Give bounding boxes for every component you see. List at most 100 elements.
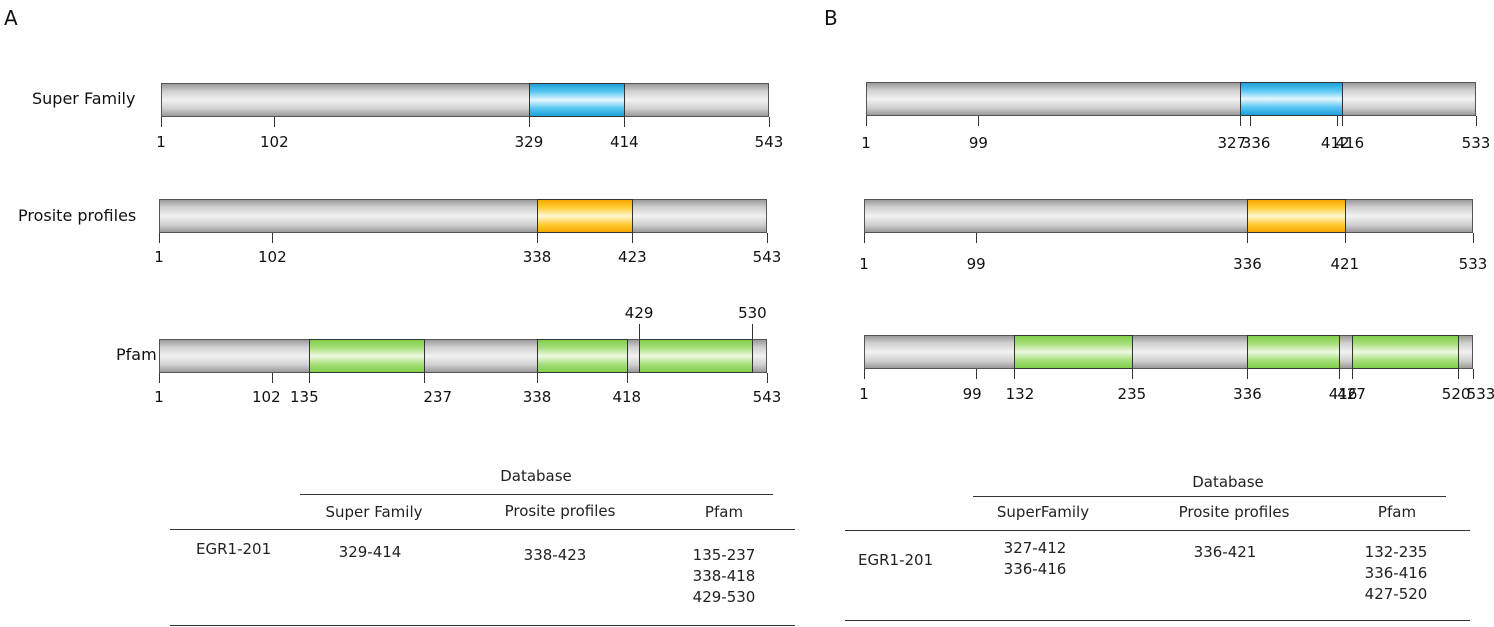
tick-a-2-543 — [767, 373, 768, 383]
tick-label-a-1-1: 1 — [154, 248, 164, 266]
table-b-cell-line: 336-416 — [1003, 560, 1067, 578]
table-b-col-pfam: Pfam — [1377, 503, 1417, 521]
table-a-cell-super-family: 329-414 — [339, 542, 402, 563]
tick-label-a-1-543: 543 — [752, 248, 782, 266]
table-a-cell-line: 329-414 — [338, 543, 402, 561]
table-b-col-prosite: Prosite profiles — [1178, 503, 1290, 521]
tick-b-0-412 — [1337, 116, 1339, 126]
tick-above-a-2-530 — [752, 324, 754, 339]
tick-label-a-1-102: 102 — [257, 248, 287, 266]
tick-label-b-1-336: 336 — [1233, 255, 1262, 273]
domain-a-1-0 — [537, 199, 634, 233]
table-b-row-label: EGR1-201 — [858, 551, 934, 569]
table-b-cell-prosite: 336-421 — [1194, 542, 1257, 563]
table-a-group-header: Database — [500, 467, 572, 485]
domain-b-2-0 — [1013, 335, 1133, 369]
tick-a-0-1 — [161, 117, 162, 127]
tick-b-1-1 — [864, 233, 865, 243]
tick-label-a-2-338: 338 — [522, 388, 552, 406]
tick-label-above-a-2-429: 429 — [624, 304, 654, 322]
tick-b-2-427 — [1351, 369, 1353, 379]
panel-a-label: A — [4, 6, 18, 30]
tick-a-2-418 — [626, 373, 628, 383]
tick-a-1-423 — [632, 233, 634, 243]
tick-label-b-2-533: 533 — [1466, 385, 1494, 403]
tick-a-1-338 — [537, 233, 539, 243]
tick-label-a-1-338: 338 — [522, 248, 552, 266]
tick-label-a-0-329: 329 — [514, 133, 544, 151]
protein-bar-b-prosite — [864, 199, 1473, 233]
track-label-super-family: Super Family — [32, 89, 136, 108]
tick-label-a-0-414: 414 — [609, 133, 639, 151]
tick-label-b-2-235: 235 — [1117, 385, 1147, 403]
tick-label-a-2-237: 237 — [423, 388, 453, 406]
table-b-group-rule — [973, 496, 1446, 497]
tick-b-2-235 — [1131, 369, 1133, 379]
tick-label-b-0-416: 416 — [1335, 134, 1365, 152]
tick-label-b-0-336: 336 — [1241, 134, 1271, 152]
table-a-cell-line: 338-418 — [692, 567, 756, 585]
tick-b-2-132 — [1013, 369, 1015, 379]
tick-label-b-2-132: 132 — [1005, 385, 1035, 403]
protein-bar-a-prosite — [159, 199, 767, 233]
tick-label-b-1-1: 1 — [859, 255, 869, 273]
table-a-cell-pfam: 135-237 338-418 429-530 — [693, 545, 756, 608]
table-b-cell-line: 336-416 — [1364, 564, 1428, 582]
tick-label-a-2-1: 1 — [154, 388, 164, 406]
table-a-group-rule — [300, 494, 773, 495]
table-a-header-rule — [170, 529, 795, 530]
table-b-cell-superfamily: 327-412 336-416 — [1004, 538, 1067, 580]
tick-label-a-0-102: 102 — [259, 133, 289, 151]
tick-b-0-533 — [1476, 116, 1477, 126]
tick-b-0-99 — [978, 116, 980, 126]
tick-b-2-336 — [1247, 369, 1249, 379]
tick-label-b-0-327: 327 — [1217, 134, 1247, 152]
protein-bar-a-superfamily — [161, 83, 769, 117]
tick-a-2-1 — [159, 373, 160, 383]
tick-b-2-99 — [976, 369, 978, 379]
domain-a-2-0 — [309, 339, 425, 373]
protein-bar-b-pfam — [864, 335, 1473, 369]
table-a-col-super-family: Super Family — [325, 503, 423, 521]
tick-b-1-421 — [1344, 233, 1346, 243]
tick-b-0-416 — [1341, 116, 1343, 126]
tick-label-a-0-1: 1 — [156, 133, 166, 151]
tick-b-1-336 — [1247, 233, 1249, 243]
domain-b-0-0 — [1239, 82, 1343, 116]
tick-a-2-338 — [537, 373, 539, 383]
tick-label-b-2-520: 520 — [1441, 385, 1471, 403]
tick-a-1-1 — [159, 233, 160, 243]
tick-label-a-2-102: 102 — [251, 388, 281, 406]
tick-b-0-336 — [1250, 116, 1252, 126]
tick-label-b-0-412: 412 — [1320, 134, 1350, 152]
tick-b-1-99 — [976, 233, 978, 243]
table-a-row-label: EGR1-201 — [196, 540, 272, 558]
table-a-cell-line: 135-237 — [692, 546, 756, 564]
tick-b-2-1 — [864, 369, 865, 379]
track-label-prosite-profiles: Prosite profiles — [18, 206, 137, 225]
protein-bar-a-pfam — [159, 339, 767, 373]
tick-label-b-2-427: 427 — [1337, 385, 1366, 403]
tick-a-0-414 — [624, 117, 626, 127]
table-a-cell-prosite: 338-423 — [524, 545, 587, 566]
tick-a-1-543 — [767, 233, 768, 243]
tick-a-0-102 — [274, 117, 276, 127]
tick-label-b-0-533: 533 — [1461, 134, 1491, 152]
tick-a-1-102 — [272, 233, 274, 243]
tick-b-1-533 — [1473, 233, 1474, 243]
domain-a-0-0 — [528, 83, 626, 117]
table-a-cell-line: 429-530 — [692, 588, 756, 606]
tick-label-b-1-421: 421 — [1330, 255, 1360, 273]
tick-label-b-2-416: 416 — [1328, 385, 1358, 403]
tick-label-b-2-1: 1 — [859, 385, 869, 403]
tick-label-b-0-1: 1 — [861, 134, 871, 152]
table-b-group-header: Database — [1192, 473, 1264, 491]
tick-label-b-1-99: 99 — [966, 255, 986, 273]
panel-b-label: B — [824, 6, 838, 30]
tick-label-b-0-99: 99 — [968, 134, 988, 152]
table-b-cell-line: 132-235 — [1364, 543, 1428, 561]
tick-a-0-329 — [528, 117, 530, 127]
tick-label-a-2-135: 135 — [289, 388, 319, 406]
tick-label-b-2-336: 336 — [1233, 385, 1262, 403]
domain-b-2-2 — [1351, 335, 1460, 369]
